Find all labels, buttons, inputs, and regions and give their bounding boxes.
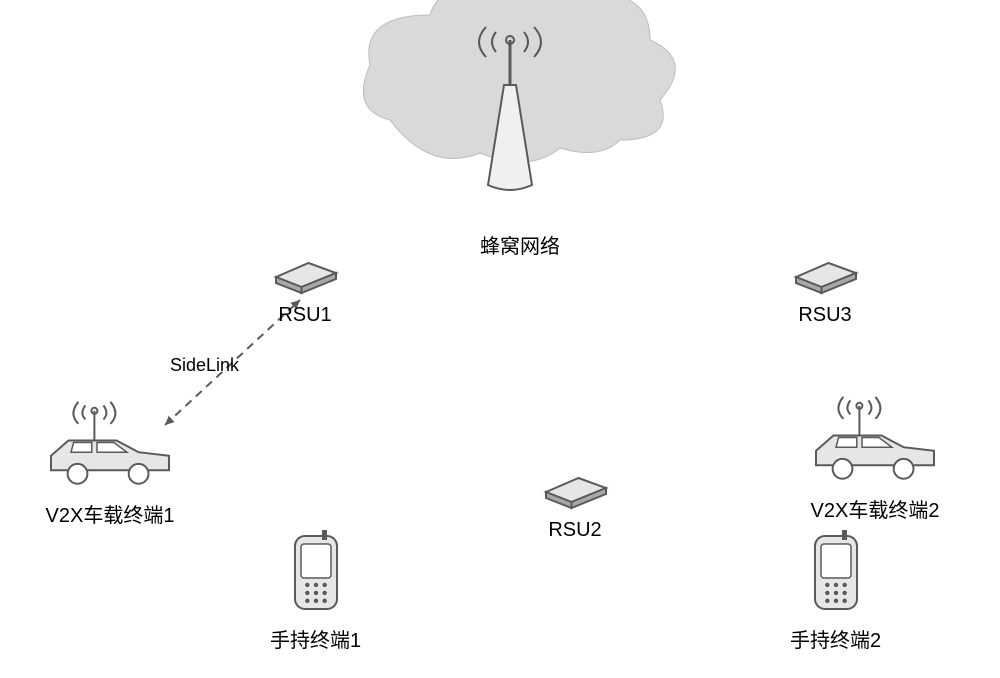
rsu-icon [270, 255, 340, 295]
vehicle2-label: V2X车载终端2 [810, 494, 940, 523]
vehicle2-node: V2X车载终端2 [810, 395, 940, 523]
handheld1-node: 手持终端1 [270, 530, 361, 653]
rsu1-label: RSU1 [270, 304, 340, 327]
vehicle1-label: V2X车载终端1 [45, 499, 175, 528]
vehicle-antenna-icon [45, 400, 175, 490]
handheld-icon [811, 530, 861, 615]
vehicle-antenna-icon [810, 395, 940, 485]
rsu-icon [790, 255, 860, 295]
cellular-label: 蜂窝网络 [480, 230, 560, 259]
handheld2-label: 手持终端2 [790, 624, 881, 653]
rsu3-label: RSU3 [790, 304, 860, 327]
handheld2-node: 手持终端2 [790, 530, 881, 653]
rsu2-node: RSU2 [540, 470, 610, 542]
sidelink-label: SideLink [170, 355, 239, 376]
rsu1-node: RSU1 [270, 255, 340, 327]
rsu3-node: RSU3 [790, 255, 860, 327]
rsu-icon [540, 470, 610, 510]
rsu2-label: RSU2 [540, 519, 610, 542]
diagram-stage: RSU1 RSU3 RSU2 V2X车载终端1 V2X车载终端2 手持终端1 [0, 0, 1000, 678]
vehicle1-node: V2X车载终端1 [45, 400, 175, 528]
handheld-icon [291, 530, 341, 615]
handheld1-label: 手持终端1 [270, 624, 361, 653]
